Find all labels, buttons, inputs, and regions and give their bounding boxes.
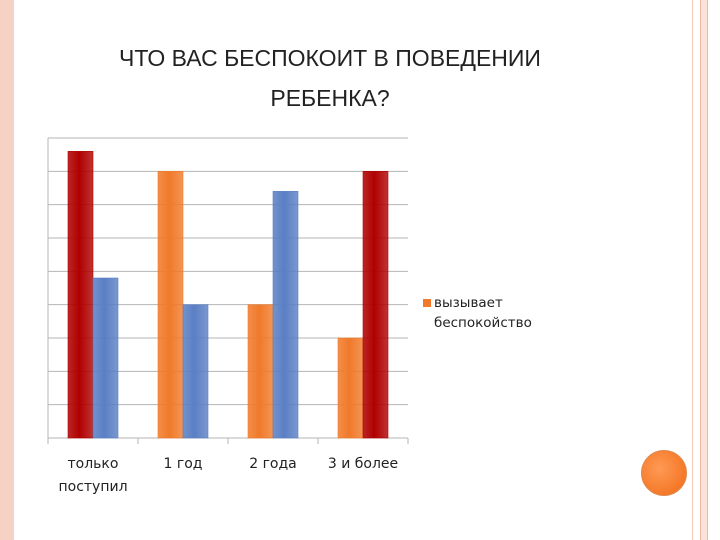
slide-title-line-1: ЧТО ВАС БЕСПОКОИТ В ПОВЕДЕНИИ (119, 45, 541, 71)
chart-bars (67, 151, 389, 439)
category-label: 1 год (164, 456, 203, 472)
bar-cat3-s1 (362, 171, 389, 439)
slide-title-line-2: РЕБЕНКА? (270, 85, 390, 111)
bar-cat3-s0 (337, 337, 364, 439)
bar-cat1-s1 (182, 304, 209, 439)
slide-left-border (0, 0, 14, 540)
bar-cat0-s1 (92, 277, 119, 439)
slide-title: ЧТО ВАС БЕСПОКОИТ В ПОВЕДЕНИИ РЕБЕНКА? (60, 38, 600, 118)
category-label: только (68, 456, 119, 472)
decorative-orange-circle (641, 450, 687, 496)
chart-category-labels: только поступил 1 год 2 года 3 и более (58, 456, 398, 495)
category-label: 2 года (249, 456, 297, 472)
legend-label: вызывает (434, 295, 503, 311)
legend-swatch (423, 299, 431, 307)
slide-right-border (700, 0, 708, 540)
category-label: 3 и более (328, 456, 398, 472)
legend-label: беспокойство (434, 315, 532, 331)
bar-cat1-s0 (157, 171, 184, 439)
bar-cat2-s1 (272, 191, 299, 439)
category-label: поступил (58, 479, 127, 495)
chart-legend: вызывает беспокойство (423, 295, 532, 331)
slide-right-line (689, 0, 693, 540)
bar-cat0-s0 (67, 151, 94, 439)
bar-cat2-s0 (247, 304, 274, 439)
